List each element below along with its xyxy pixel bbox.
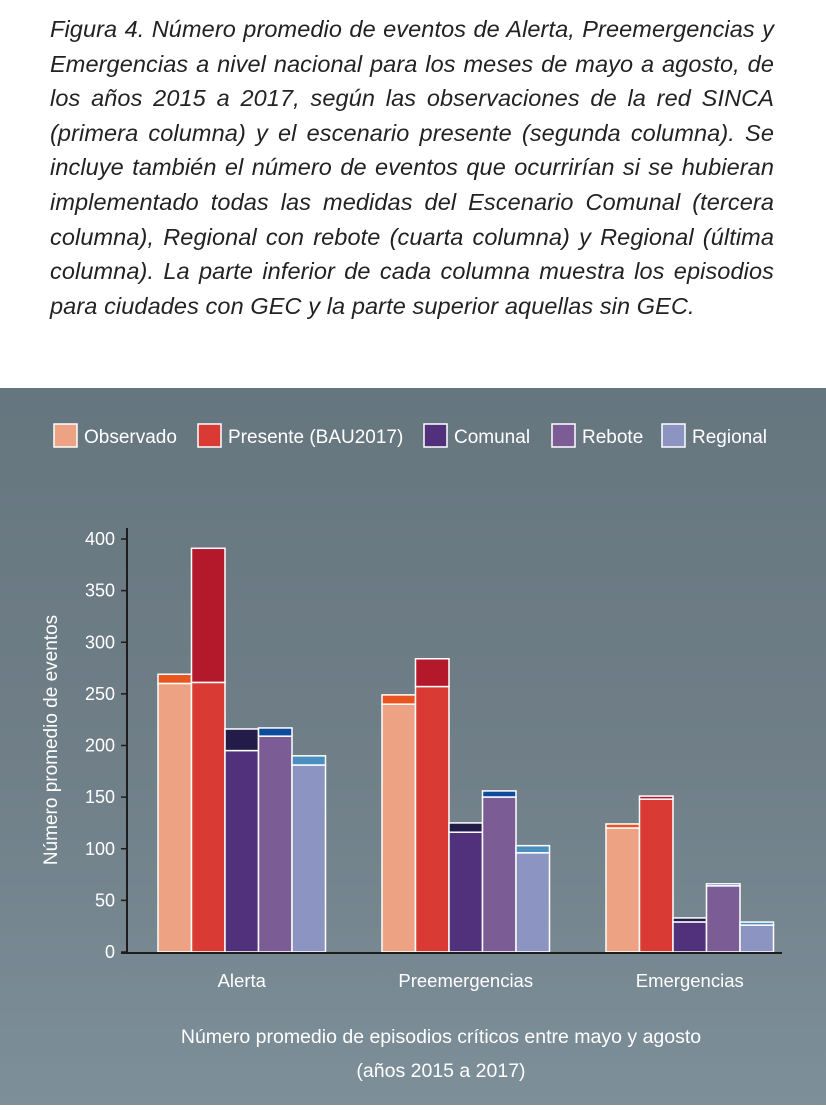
bar-segment-con-gec <box>381 703 417 953</box>
bar-segment-sin-gec <box>190 547 226 684</box>
y-tick-label: 200 <box>85 736 115 756</box>
bar-segment-sin-gec <box>257 727 293 737</box>
bar-segment-con-gec <box>672 921 708 953</box>
y-tick-label: 50 <box>95 890 115 910</box>
y-axis: 0 50 100 150 200 250 300 350 400 <box>85 528 128 962</box>
legend-label: Presente (BAU2017) <box>228 427 403 448</box>
bar-segment-con-gec <box>414 685 450 953</box>
x-axis-title-line-1: Número promedio de episodios críticos en… <box>181 1026 701 1048</box>
bar-segment-con-gec <box>605 827 641 953</box>
bar-segment-sin-gec <box>481 790 517 798</box>
x-category-label: Alerta <box>218 970 267 991</box>
bar-segment-sin-gec <box>515 844 551 854</box>
bar-segment-con-gec <box>257 735 293 953</box>
bar-segment-sin-gec <box>224 728 260 752</box>
legend-label: Observado <box>84 427 177 448</box>
figure-caption-text: Número promedio de eventos de Alerta, Pr… <box>50 16 774 319</box>
figure-label: Figura 4. <box>50 16 145 42</box>
legend-swatch <box>551 423 576 448</box>
legend-label: Rebote <box>582 427 643 448</box>
chart-panel: Observado Presente (BAU2017) Comunal Rebote… <box>0 388 826 1105</box>
y-tick-label: 0 <box>105 942 115 962</box>
figure-caption: Figura 4. Número promedio de eventos de … <box>50 12 774 323</box>
legend-swatch <box>197 423 222 448</box>
x-category-label: Preemergencias <box>398 970 533 991</box>
bars <box>157 547 775 953</box>
bar-segment-sin-gec <box>291 755 327 766</box>
y-tick-label: 350 <box>85 581 115 601</box>
bar-segment-con-gec <box>515 852 551 953</box>
bar-chart: Observado Presente (BAU2017) Comunal Rebote… <box>41 423 782 1082</box>
y-tick-label: 250 <box>85 684 115 704</box>
legend-swatch <box>423 423 448 448</box>
bar-segment-con-gec <box>705 885 741 953</box>
bar-segment-con-gec <box>224 749 260 953</box>
bar-segment-con-gec <box>291 764 327 953</box>
y-tick-label: 150 <box>85 787 115 807</box>
legend-label: Regional <box>692 427 767 448</box>
bar-segment-con-gec <box>157 682 193 953</box>
x-category-label: Emergencias <box>636 970 744 991</box>
y-tick-label: 300 <box>85 632 115 652</box>
bar-segment-sin-gec <box>414 658 450 688</box>
bar-segment-sin-gec <box>448 822 484 833</box>
bar-segment-con-gec <box>190 681 226 953</box>
bar-segment-sin-gec <box>157 673 193 685</box>
y-tick-label: 100 <box>85 839 115 859</box>
y-axis-title: Número promedio de eventos <box>41 615 62 865</box>
bar-segment-con-gec <box>481 796 517 953</box>
bar-segment-con-gec <box>739 924 775 953</box>
legend-swatch <box>53 423 78 448</box>
legend-label: Comunal <box>454 427 530 448</box>
y-tick-label: 400 <box>85 529 115 549</box>
bar-segment-sin-gec <box>381 694 417 705</box>
bar-segment-con-gec <box>638 798 674 953</box>
legend: Observado Presente (BAU2017) Comunal Rebote… <box>53 423 767 448</box>
bar-segment-con-gec <box>448 831 484 953</box>
x-axis-title-line-2: (años 2015 a 2017) <box>356 1060 525 1082</box>
x-axis: Alerta Preemergencias Emergencias <box>121 952 782 991</box>
legend-swatch <box>661 423 686 448</box>
